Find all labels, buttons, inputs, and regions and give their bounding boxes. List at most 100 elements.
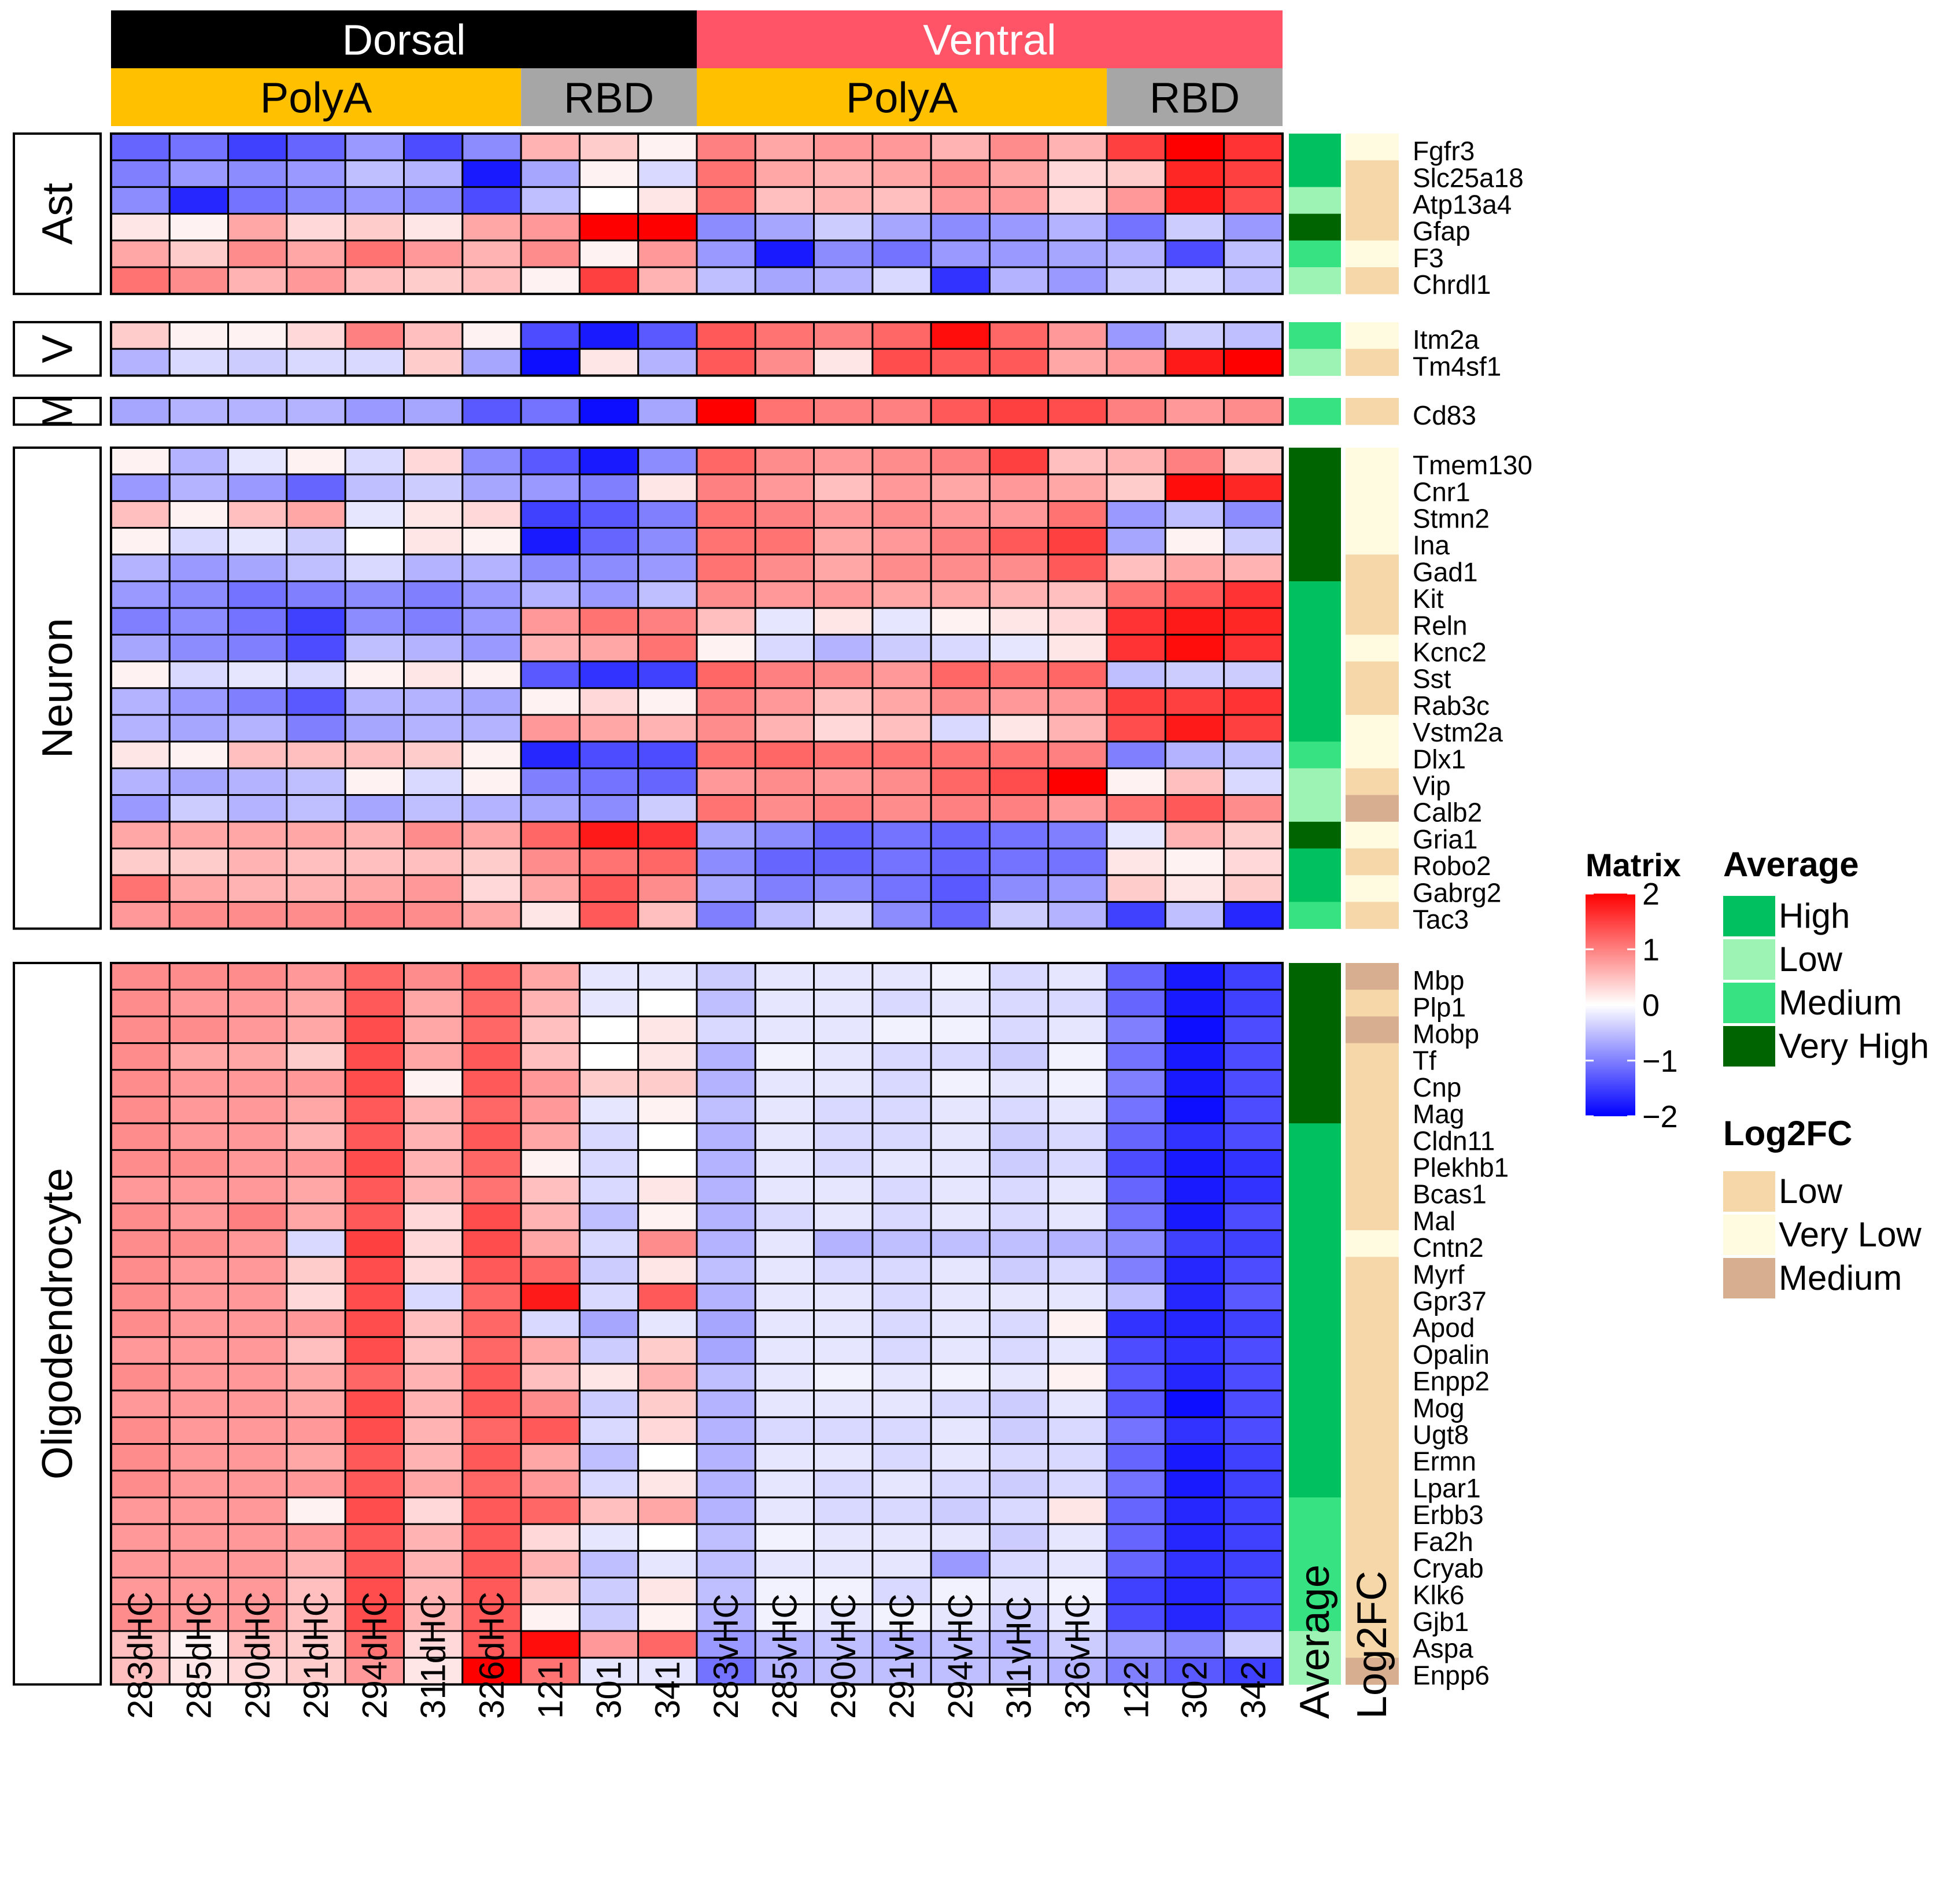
heatmap-cell bbox=[578, 988, 640, 1017]
heatmap-cell bbox=[168, 1042, 230, 1071]
heatmap-cell bbox=[403, 740, 464, 769]
column-label: 121 bbox=[531, 1661, 570, 1719]
heatmap-cell bbox=[110, 213, 171, 242]
heatmap-cell bbox=[1047, 1229, 1108, 1258]
heatmap-cell bbox=[696, 473, 756, 502]
heatmap-cell bbox=[930, 847, 991, 876]
heatmap-cell bbox=[578, 847, 640, 876]
heatmap-cell bbox=[110, 988, 171, 1017]
heatmap-cell bbox=[930, 901, 991, 930]
heatmap-cell bbox=[461, 321, 522, 350]
heatmap-cell bbox=[168, 1015, 230, 1045]
heatmap-cell bbox=[168, 1176, 230, 1205]
heatmap-cell bbox=[1106, 554, 1166, 582]
heatmap-cell bbox=[461, 1470, 522, 1499]
heatmap-cell bbox=[403, 348, 464, 377]
heatmap-cell bbox=[813, 740, 874, 769]
average-annotation-cell bbox=[1289, 527, 1341, 555]
heatmap-cell bbox=[227, 266, 288, 295]
heatmap-cell bbox=[520, 633, 581, 663]
average-annotation-cell bbox=[1289, 902, 1341, 929]
heatmap-cell bbox=[1164, 239, 1225, 268]
heatmap-cell bbox=[813, 874, 874, 903]
group-label: M bbox=[34, 393, 82, 429]
heatmap-cell bbox=[168, 714, 230, 743]
gene-label: Mal bbox=[1413, 1206, 1455, 1236]
heatmap-cell bbox=[754, 500, 815, 529]
heatmap-cell bbox=[520, 1577, 581, 1606]
heatmap-cell bbox=[578, 321, 640, 350]
heatmap-cell bbox=[520, 1149, 581, 1178]
average-annotation-cell bbox=[1289, 608, 1341, 635]
heatmap-cell bbox=[930, 527, 991, 556]
heatmap-cell bbox=[344, 1149, 405, 1178]
gene-label: Tf bbox=[1413, 1046, 1436, 1076]
heatmap-cell bbox=[461, 767, 522, 796]
heatmap-cell bbox=[930, 1389, 991, 1418]
heatmap-cell bbox=[871, 321, 932, 350]
average-annotation-cell bbox=[1289, 267, 1341, 294]
heatmap-cell bbox=[1164, 1523, 1225, 1552]
heatmap-cell bbox=[1164, 962, 1225, 991]
average-annotation-cell bbox=[1289, 1658, 1341, 1685]
heatmap-cell bbox=[110, 1042, 171, 1071]
heatmap-cell bbox=[461, 213, 522, 242]
heatmap-cell bbox=[461, 607, 522, 636]
heatmap-cell bbox=[344, 1229, 405, 1258]
heatmap-cell bbox=[461, 1282, 522, 1312]
heatmap-cell bbox=[1106, 633, 1166, 663]
heatmap-cell bbox=[286, 527, 346, 556]
heatmap-cell bbox=[871, 1336, 932, 1365]
heatmap-cell bbox=[1106, 874, 1166, 903]
heatmap-cell bbox=[227, 633, 288, 663]
heatmap-cell bbox=[578, 1496, 640, 1525]
heatmap-cell bbox=[110, 714, 171, 743]
heatmap-cell bbox=[1164, 554, 1225, 582]
log2fc-legend-label: Medium bbox=[1779, 1259, 1902, 1297]
heatmap-cell bbox=[754, 1416, 815, 1445]
average-annotation-cell bbox=[1289, 1524, 1341, 1551]
heatmap-cell bbox=[871, 348, 932, 377]
heatmap-cell bbox=[578, 186, 640, 215]
heatmap-cell bbox=[989, 847, 1050, 876]
heatmap-cell bbox=[871, 740, 932, 769]
heatmap-cell bbox=[813, 580, 874, 609]
heatmap-cell bbox=[1164, 1176, 1225, 1205]
heatmap-cell bbox=[871, 687, 932, 716]
heatmap-cell bbox=[754, 714, 815, 743]
heatmap-cell bbox=[1223, 1603, 1284, 1632]
heatmap-cell bbox=[227, 186, 288, 215]
column-label: 294vHC bbox=[941, 1593, 980, 1719]
average-annotation-cell bbox=[1289, 1016, 1341, 1044]
heatmap-cell bbox=[403, 321, 464, 350]
heatmap-cell bbox=[344, 213, 405, 242]
heatmap-cell bbox=[1047, 213, 1108, 242]
column-label: 291dHC bbox=[297, 1592, 335, 1719]
heatmap-cell bbox=[813, 397, 874, 426]
heatmap-cell bbox=[344, 633, 405, 663]
heatmap-cell bbox=[989, 1282, 1050, 1312]
heatmap-cell bbox=[520, 988, 581, 1017]
heatmap-cell bbox=[930, 1443, 991, 1472]
heatmap-cell bbox=[403, 661, 464, 689]
heatmap-cell bbox=[578, 794, 640, 823]
heatmap-cell bbox=[1047, 1042, 1108, 1071]
heatmap-cell bbox=[930, 1149, 991, 1178]
heatmap-cell bbox=[520, 740, 581, 769]
heatmap-cell bbox=[871, 1256, 932, 1285]
heatmap-cell bbox=[696, 554, 756, 582]
heatmap-cell bbox=[578, 1603, 640, 1632]
heatmap-cell bbox=[1164, 661, 1225, 689]
heatmap-cell bbox=[110, 962, 171, 991]
heatmap-cell bbox=[696, 239, 756, 268]
heatmap-cell bbox=[520, 159, 581, 188]
heatmap-cell bbox=[1047, 1336, 1108, 1365]
heatmap-cell bbox=[578, 1577, 640, 1606]
heatmap-cell bbox=[110, 740, 171, 769]
heatmap-cell bbox=[578, 1122, 640, 1151]
heatmap-cell bbox=[637, 1630, 698, 1659]
log2fc-annotation-cell bbox=[1346, 1043, 1399, 1071]
heatmap-cell bbox=[286, 962, 346, 991]
average-annotation-cell bbox=[1289, 661, 1341, 689]
